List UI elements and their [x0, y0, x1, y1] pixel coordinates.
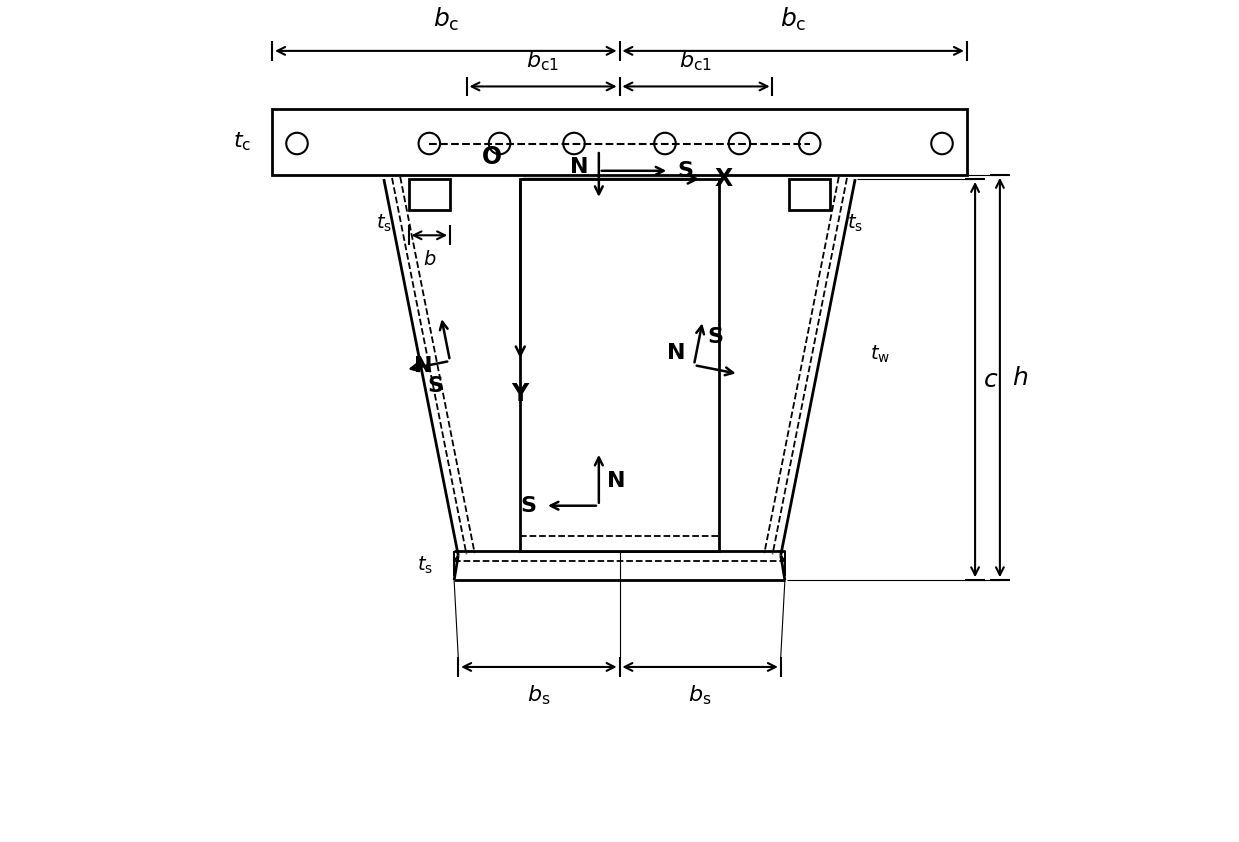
Text: N: N — [570, 157, 589, 177]
Text: S: S — [520, 496, 536, 515]
Text: $t_{\mathrm{s}}$: $t_{\mathrm{s}}$ — [847, 213, 864, 234]
Text: $b_{\mathrm{c1}}$: $b_{\mathrm{c1}}$ — [527, 50, 560, 73]
Text: $b_{\mathrm{s}}$: $b_{\mathrm{s}}$ — [689, 684, 712, 707]
Text: $t_{\mathrm{c}}$: $t_{\mathrm{c}}$ — [233, 131, 252, 153]
Text: $b$: $b$ — [422, 250, 436, 269]
Text: $t_{\mathrm{w}}$: $t_{\mathrm{w}}$ — [870, 344, 891, 365]
Bar — [273, 109, 966, 175]
Text: $t_{\mathrm{s}}$: $t_{\mathrm{s}}$ — [375, 213, 392, 234]
Text: $c$: $c$ — [984, 368, 999, 392]
Text: $h$: $h$ — [1012, 365, 1028, 390]
Text: S: S — [707, 328, 722, 347]
Text: $b_{\mathrm{s}}$: $b_{\mathrm{s}}$ — [527, 684, 550, 707]
Bar — [520, 179, 719, 552]
Text: Y: Y — [512, 381, 529, 406]
Text: N: N — [607, 471, 626, 491]
Text: N: N — [414, 355, 432, 376]
Text: S: S — [427, 376, 444, 396]
Text: O: O — [482, 145, 502, 169]
Bar — [409, 179, 450, 210]
Text: N: N — [667, 343, 685, 363]
Bar — [789, 179, 830, 210]
Text: $b_{\mathrm{c}}$: $b_{\mathrm{c}}$ — [432, 6, 460, 33]
Text: S: S — [678, 161, 694, 181]
Text: $b_{\mathrm{c}}$: $b_{\mathrm{c}}$ — [779, 6, 807, 33]
Text: X: X — [715, 167, 732, 191]
Text: $t_{\mathrm{s}}$: $t_{\mathrm{s}}$ — [418, 555, 434, 576]
Text: $b_{\mathrm{c1}}$: $b_{\mathrm{c1}}$ — [679, 50, 712, 73]
